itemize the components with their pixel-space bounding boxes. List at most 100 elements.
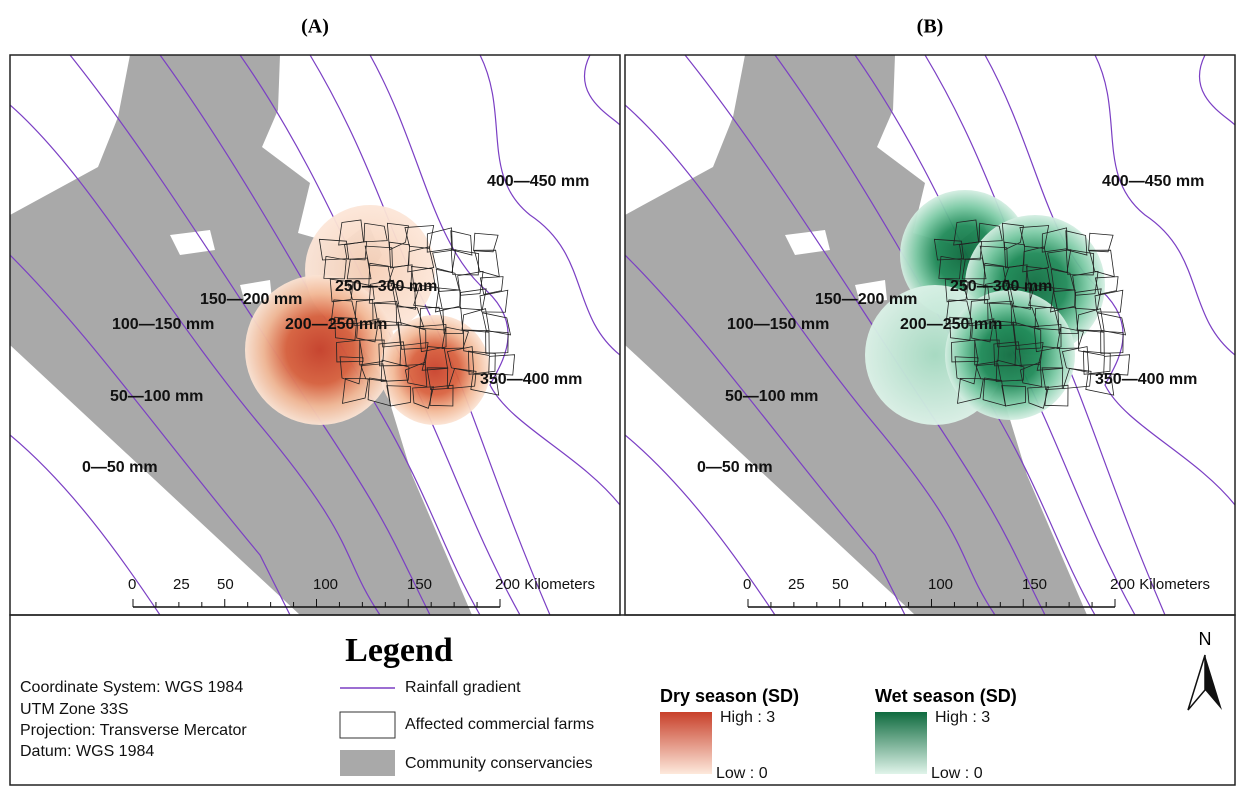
- farm-parcel: [359, 339, 385, 366]
- farm-parcel: [1050, 287, 1076, 313]
- metadata-line: Projection: Transverse Mercator: [20, 722, 247, 739]
- legend-item: Rainfall gradient: [405, 679, 521, 696]
- farm-parcel: [344, 241, 368, 261]
- ramp-title: Dry season (SD): [660, 686, 799, 706]
- farm-parcel: [1094, 276, 1119, 295]
- farm-parcel: [447, 367, 477, 390]
- farm-parcel: [463, 329, 490, 357]
- scale-label: 0: [128, 576, 136, 593]
- farm-parcel: [1062, 367, 1092, 390]
- farm-parcel: [1001, 385, 1026, 407]
- legend-item: Community conservancies: [405, 755, 593, 772]
- panel-label: (A): [301, 16, 329, 38]
- farm-parcel: [395, 306, 425, 328]
- farm-parcel: [346, 280, 375, 300]
- ramp-low: Low : 0: [716, 765, 768, 782]
- panel-label: (B): [917, 16, 944, 38]
- farm-parcel: [1078, 329, 1105, 357]
- rainfall-label: 400—450 mm: [487, 173, 589, 190]
- farm-parcel: [938, 255, 962, 280]
- farm-parcel: [435, 287, 461, 313]
- farm-parcel: [388, 264, 413, 290]
- map-panels: (A) 400—450 mm 250—300 mm 150—200 mm 100—150…: [9, 16, 1236, 616]
- farm-parcel: [1010, 306, 1040, 328]
- farm-parcel: [450, 248, 480, 276]
- farm-parcel: [1082, 350, 1111, 375]
- farm-parcels: [933, 219, 1131, 409]
- farm-parcel: [1065, 230, 1088, 256]
- farm-parcel: [441, 326, 469, 350]
- farm-parcel: [1019, 361, 1043, 388]
- farm-parcel: [978, 222, 1003, 243]
- farm-parcel: [1103, 354, 1131, 376]
- scale-label: 200 Kilometers: [1110, 576, 1210, 593]
- farm-parcel: [354, 299, 374, 327]
- farm-parcel: [933, 238, 965, 261]
- farm-parcel: [457, 270, 484, 296]
- map-panel: 400—450 mm 250—300 mm 150—200 mm 100—150 mm…: [624, 54, 1236, 616]
- north-arrow: N: [1187, 629, 1222, 711]
- farm-parcel: [1085, 373, 1115, 396]
- farm-parcel: [339, 356, 364, 385]
- rainfall-label: 50—100 mm: [725, 388, 818, 405]
- farm-parcel: [386, 385, 411, 407]
- farm-parcel: [959, 241, 983, 261]
- farm-parcel: [481, 312, 512, 336]
- farm-parcel: [356, 318, 380, 343]
- ramp-high: High : 3: [720, 709, 775, 726]
- farm-parcel: [488, 354, 516, 376]
- rainfall-label: 150—200 mm: [200, 291, 302, 308]
- map-panel: 400—450 mm 250—300 mm 150—200 mm 100—150 mm…: [9, 54, 621, 616]
- farm-parcel: [397, 321, 427, 350]
- ramp: [875, 712, 927, 774]
- farm-parcel: [442, 306, 464, 334]
- scale-label: 200 Kilometers: [495, 576, 595, 593]
- farm-parcel: [479, 276, 504, 295]
- farm-parcel: [470, 373, 500, 396]
- farm-parcel: [323, 255, 347, 280]
- north-label: N: [1199, 629, 1212, 649]
- farm-parcel: [954, 356, 979, 385]
- scale-label: 25: [788, 576, 805, 593]
- rainfall-label: 150—200 mm: [815, 291, 917, 308]
- scale-label: 50: [832, 576, 849, 593]
- farm-parcel: [1065, 248, 1095, 276]
- rainfall-label: 50—100 mm: [110, 388, 203, 405]
- farm-parcel: [945, 299, 973, 324]
- farm-parcel: [1006, 286, 1031, 310]
- farm-parcel: [1041, 367, 1064, 390]
- rainfall-label: 100—150 mm: [112, 316, 214, 333]
- density-blob: [245, 275, 395, 425]
- map-content: [625, 55, 1235, 615]
- farm-parcel: [1034, 306, 1061, 331]
- rainfall-label: 200—250 mm: [900, 316, 1002, 333]
- farm-parcel: [1003, 264, 1028, 290]
- scale-label: 25: [173, 576, 190, 593]
- rainfall-label: 400—450 mm: [1102, 173, 1204, 190]
- rainfall-label: 350—400 mm: [1095, 371, 1197, 388]
- scale-label: 0: [743, 576, 751, 593]
- farm-parcel: [404, 361, 428, 388]
- metadata-line: UTM Zone 33S: [20, 701, 128, 718]
- farm-parcel: [1044, 384, 1069, 407]
- farm-parcel: [426, 227, 453, 253]
- farm-parcel: [413, 284, 443, 310]
- farm-parcel: [450, 230, 473, 256]
- scale-label: 50: [217, 576, 234, 593]
- scale-label: 100: [928, 576, 953, 593]
- farm-parcel: [329, 278, 354, 303]
- metadata-line: Datum: WGS 1984: [20, 743, 154, 760]
- rainfall-label: 250—300 mm: [950, 278, 1052, 295]
- legend-title: Legend: [345, 632, 453, 669]
- ramp: [660, 712, 712, 774]
- legend-items: Rainfall gradient Affected commercial fa…: [339, 679, 594, 776]
- farm-parcel: [969, 299, 989, 327]
- farm-parcel: [473, 232, 499, 253]
- conservancy-swatch: [340, 750, 395, 776]
- farms-swatch: [339, 711, 396, 739]
- farm-parcel: [1094, 289, 1124, 313]
- ramp-low: Low : 0: [931, 765, 983, 782]
- density-blob: [945, 290, 1075, 420]
- farm-parcel: [1027, 386, 1050, 409]
